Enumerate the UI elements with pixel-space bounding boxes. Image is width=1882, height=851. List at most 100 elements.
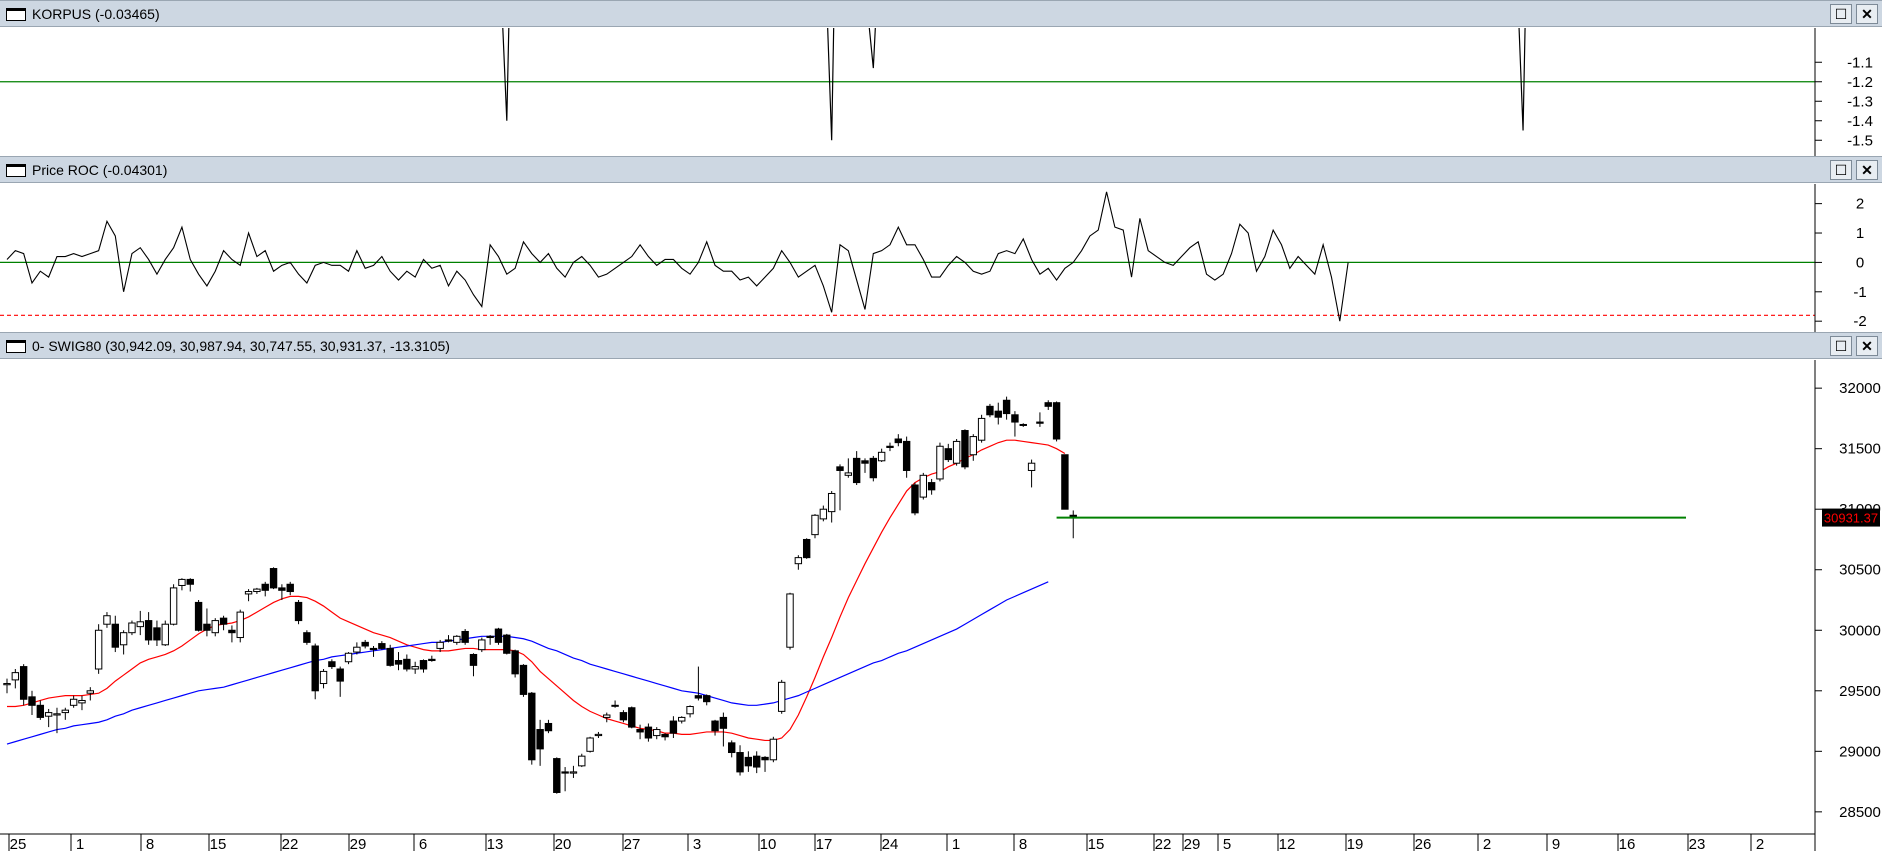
candle-up — [353, 646, 361, 653]
candle-down — [961, 430, 969, 468]
price-y-tick-label: 30000 — [1839, 622, 1881, 639]
main-title-bar[interactable]: 0- SWIG80 (30,942.09, 30,987.94, 30,747.… — [0, 332, 1882, 359]
candle-up — [3, 683, 11, 686]
ema_long-line — [6, 581, 1049, 745]
close-icon[interactable]: ✕ — [1856, 4, 1878, 24]
x-tick-label: 12 — [1279, 836, 1296, 851]
candle-up — [1019, 423, 1027, 426]
x-tick-label: 15 — [210, 836, 227, 851]
roc-title-bar[interactable]: Price ROC (-0.04301) ☐ ✕ — [0, 156, 1882, 183]
x-tick-label: 2 — [1483, 836, 1491, 851]
candle-down — [911, 484, 919, 514]
roc-y-tick-label: 1 — [1856, 225, 1864, 242]
candle-down — [1011, 414, 1019, 423]
candle-down — [511, 650, 519, 675]
maximize-icon[interactable]: ☐ — [1830, 4, 1852, 24]
candle-down — [886, 445, 894, 448]
candle-down — [902, 440, 911, 471]
korpus-y-tick-label: -1.3 — [1847, 93, 1873, 110]
candle-up — [236, 611, 244, 639]
x-tick-label: 17 — [816, 836, 833, 851]
candle-up — [794, 557, 803, 565]
x-tick-label: 19 — [1347, 836, 1364, 851]
x-tick-label: 2 — [1756, 836, 1764, 851]
candle-up — [578, 755, 586, 767]
candle-up — [786, 593, 794, 648]
close-icon[interactable]: ✕ — [1856, 336, 1878, 356]
candle-up — [844, 472, 853, 476]
candle-down — [927, 482, 936, 491]
price-y-tick-label: 30500 — [1839, 562, 1881, 579]
candle-down — [428, 658, 436, 662]
candle-down — [528, 692, 536, 761]
candle-down — [661, 733, 669, 738]
candle-down — [336, 668, 344, 682]
candle-down — [278, 587, 286, 591]
candle-up — [769, 738, 778, 761]
candle-up — [78, 699, 86, 704]
candle-down — [553, 758, 561, 793]
window-icon — [6, 8, 26, 21]
candle-down — [219, 617, 228, 625]
korpus-title-bar[interactable]: KORPUS (-0.03465) ☐ ✕ — [0, 0, 1882, 27]
candle-up — [478, 639, 486, 651]
candle-up — [344, 652, 353, 663]
close-icon[interactable]: ✕ — [1856, 160, 1878, 180]
x-tick-label: 1 — [76, 836, 84, 851]
candle-up — [244, 591, 253, 595]
korpus-chart: -1.1 -1.2 -1.3 -1.4 -1.5 — [0, 28, 1873, 156]
candle-down — [619, 712, 628, 721]
maximize-icon[interactable]: ☐ — [1830, 336, 1852, 356]
candle-down — [944, 448, 952, 461]
candle-down — [1061, 454, 1069, 510]
candle-down — [303, 632, 311, 643]
korpus-spike — [502, 28, 510, 121]
roc-title: Price ROC (-0.04301) — [32, 162, 168, 178]
korpus-spike — [868, 28, 876, 69]
candle-up — [603, 714, 611, 718]
candle-down — [1052, 402, 1061, 440]
last-price-tag — [1822, 508, 1880, 527]
candle-up — [178, 578, 186, 586]
candle-down — [628, 707, 636, 728]
candle-down — [561, 771, 569, 774]
candle-down — [369, 647, 378, 651]
candle-up — [53, 713, 61, 716]
candle-up — [594, 733, 603, 737]
candle-down — [719, 716, 728, 729]
candle-down — [744, 756, 753, 767]
roc-y-tick-label: 0 — [1856, 254, 1864, 271]
price-y-tick-label: 31500 — [1839, 441, 1881, 458]
candle-up — [128, 622, 136, 634]
price-chart: 3200031500310003050030000295002900028500… — [0, 360, 1881, 851]
candle-down — [836, 466, 844, 471]
candle-down — [28, 696, 36, 706]
candle-up — [686, 706, 694, 715]
x-tick-label: 20 — [555, 836, 572, 851]
x-tick-label: 26 — [1415, 836, 1432, 851]
candle-up — [611, 704, 619, 707]
x-tick-label: 15 — [1088, 836, 1105, 851]
maximize-icon[interactable]: ☐ — [1830, 160, 1852, 180]
candle-up — [936, 445, 944, 480]
candle-down — [444, 639, 453, 642]
candle-down — [536, 729, 544, 750]
candle-up — [586, 737, 594, 752]
candle-up — [919, 474, 927, 498]
candle-up — [169, 587, 178, 625]
korpus-spike — [1518, 28, 1526, 131]
candle-down — [311, 645, 319, 692]
candle-up — [11, 672, 20, 681]
candle-down — [419, 660, 428, 670]
candle-down — [228, 629, 236, 634]
candle-down — [728, 742, 736, 754]
candle-up — [61, 709, 70, 714]
candle-down — [861, 460, 869, 464]
roc-y-tick-label: -1 — [1853, 284, 1866, 301]
candle-down — [1044, 402, 1052, 407]
candle-up — [827, 492, 836, 513]
candle-down — [736, 752, 744, 773]
candle-down — [986, 405, 994, 416]
candle-up — [69, 698, 78, 706]
x-tick-label: 29 — [350, 836, 367, 851]
